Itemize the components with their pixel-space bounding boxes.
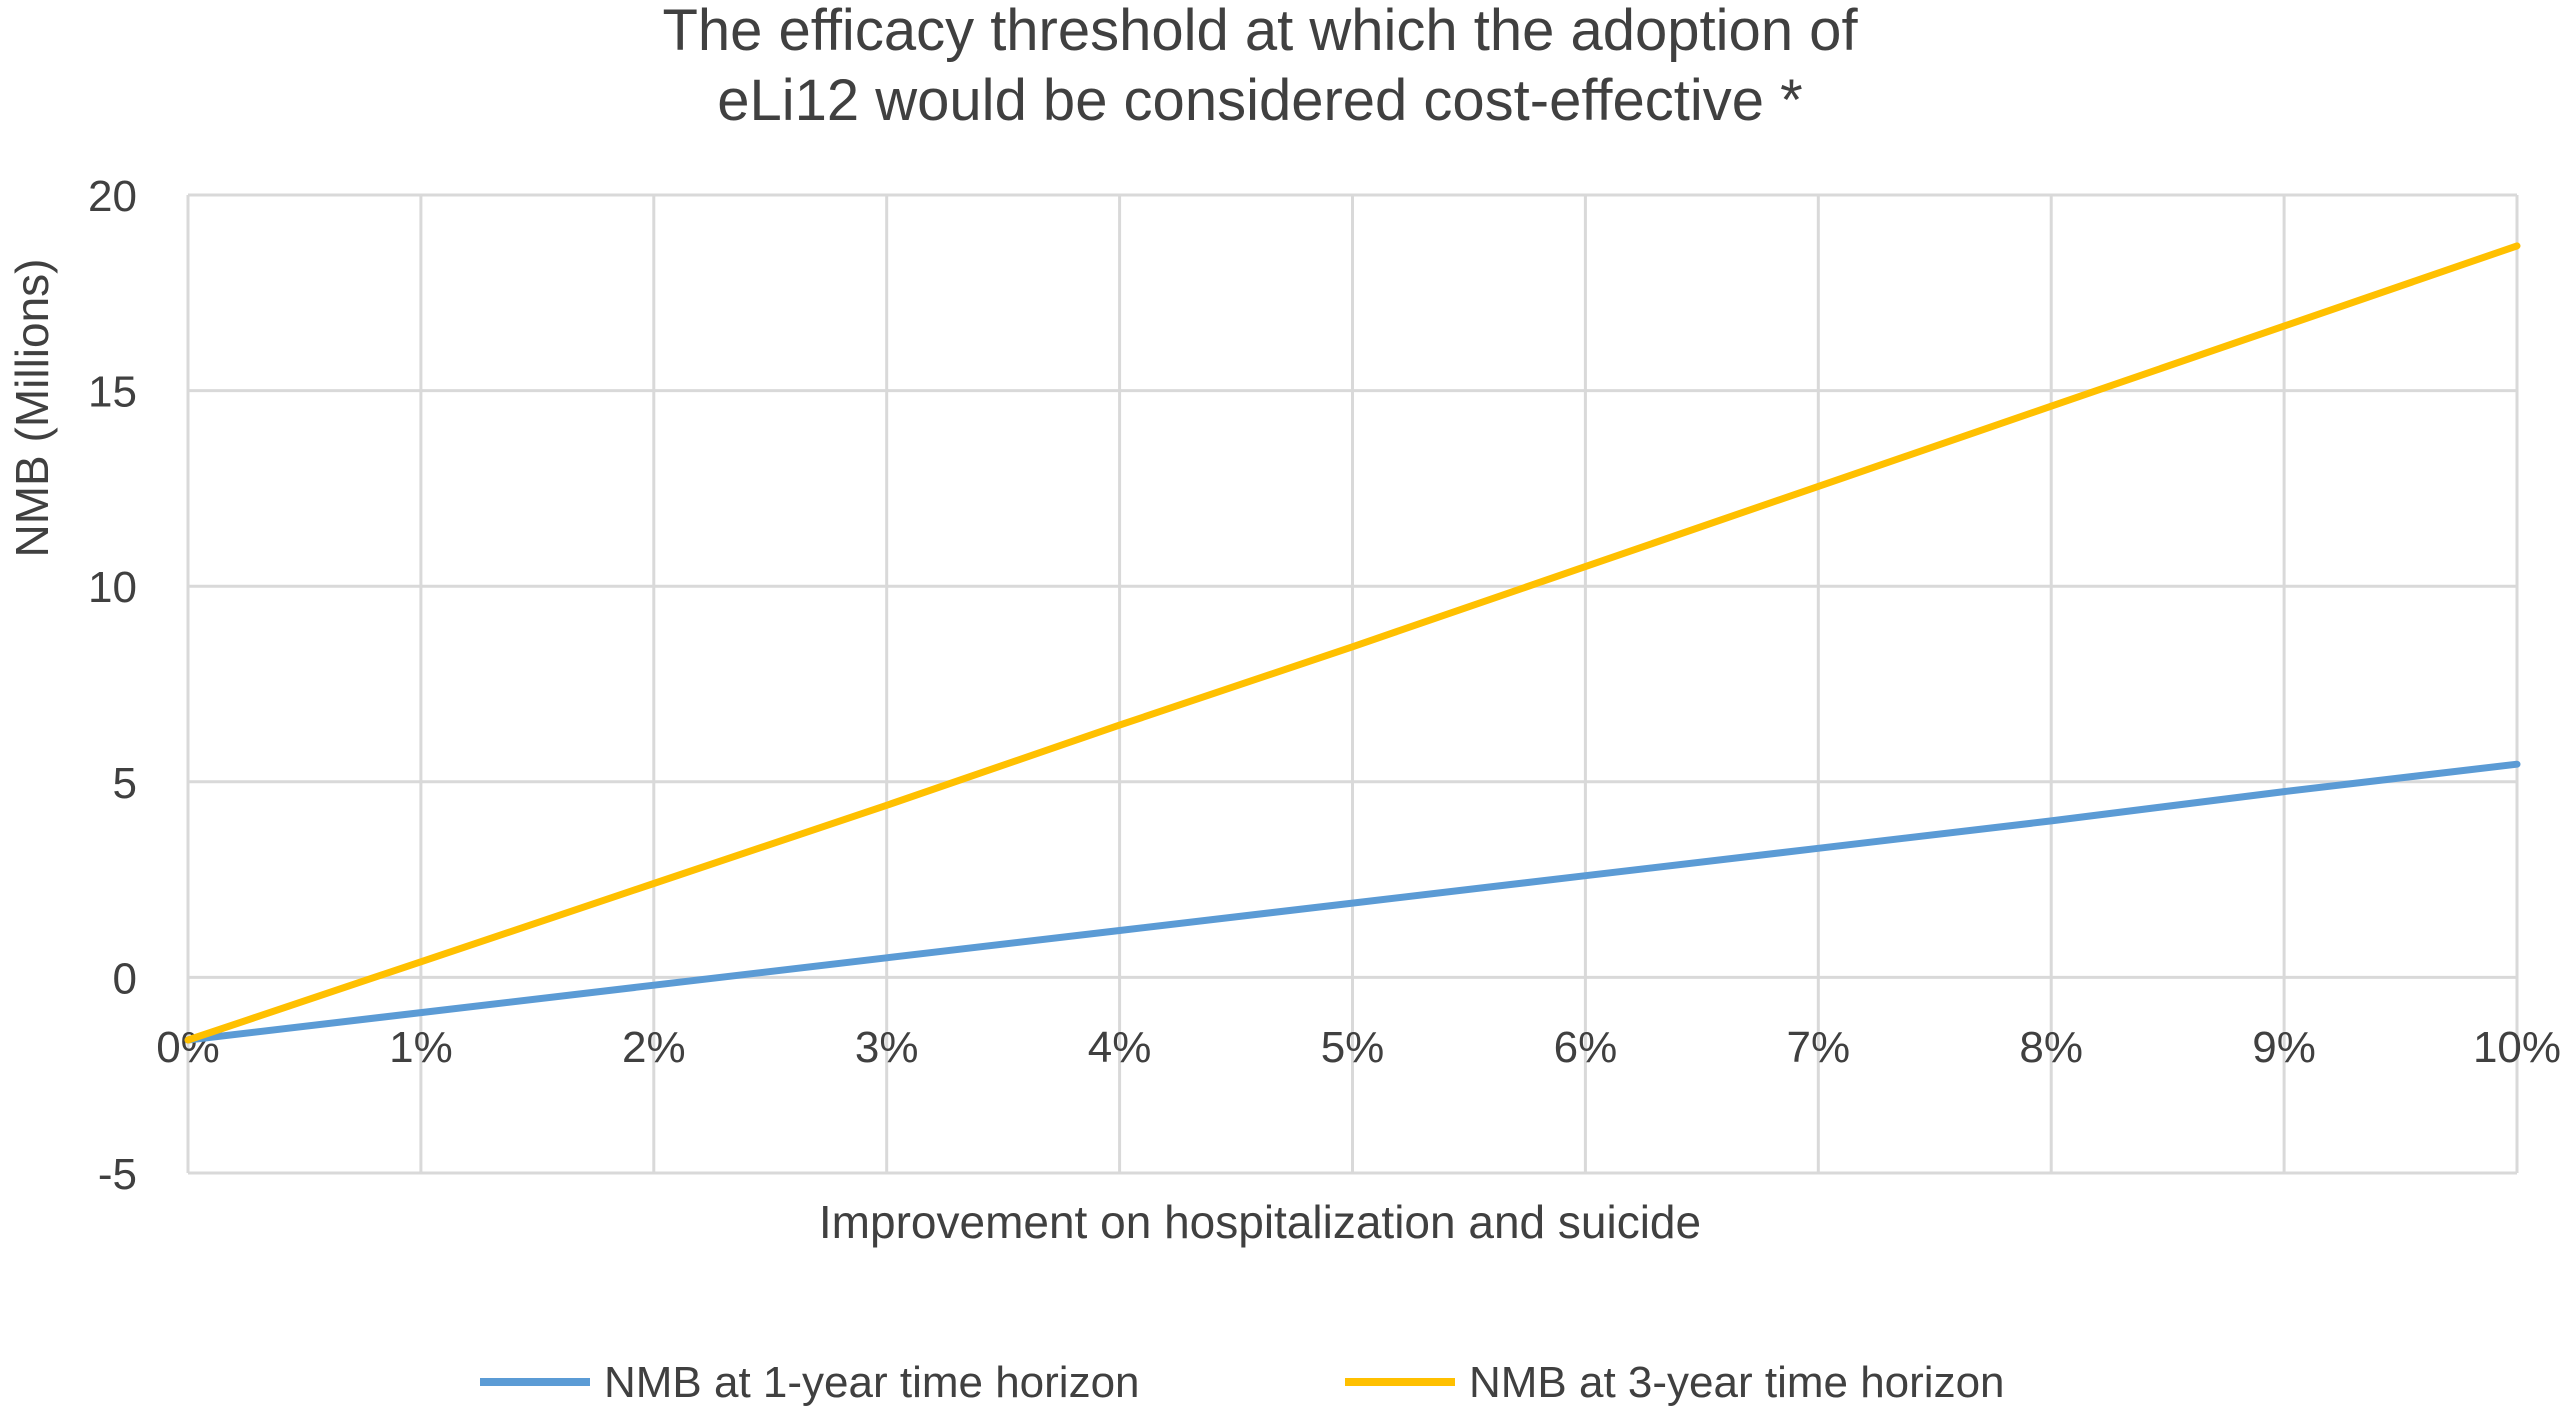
x-tick-label: 4%	[1088, 1023, 1152, 1072]
x-tick-label: 3%	[855, 1023, 919, 1072]
x-axis-label: Improvement on hospitalization and suici…	[819, 1196, 1701, 1248]
y-tick-label: 20	[88, 172, 137, 221]
y-tick-label: 10	[88, 563, 137, 612]
x-axis-ticks: 0% 1% 2% 3% 4% 5% 6% 7% 8% 9% 10%	[156, 1023, 2561, 1072]
x-tick-label: 10%	[2473, 1023, 2561, 1072]
series-lines	[184, 242, 2521, 1044]
x-tick-label: 2%	[622, 1023, 686, 1072]
y-tick-label: 5	[113, 759, 137, 808]
y-tick-label: 0	[113, 954, 137, 1003]
y-axis-label: NMB (Millions)	[6, 259, 58, 558]
chart-title: The efficacy threshold at which the adop…	[662, 0, 1858, 133]
x-tick-label: 9%	[2252, 1023, 2316, 1072]
y-tick-label: 15	[88, 368, 137, 417]
legend-label: NMB at 1-year time horizon	[604, 1358, 1140, 1407]
y-axis-ticks: -5 0 5 10 15 20	[88, 172, 137, 1199]
legend-item-2: NMB at 3-year time horizon	[1345, 1358, 2005, 1407]
x-tick-label: 7%	[1787, 1023, 1851, 1072]
x-tick-label: 6%	[1554, 1023, 1618, 1072]
legend-label: NMB at 3-year time horizon	[1469, 1358, 2005, 1407]
series-line-2	[184, 242, 2521, 1044]
x-tick-label: 1%	[389, 1023, 453, 1072]
chart-title-line-1: The efficacy threshold at which the adop…	[662, 0, 1858, 63]
series-line-1	[184, 760, 2521, 1044]
chart-title-line-2: eLi12 would be considered cost-effective…	[717, 68, 1803, 133]
legend-item-1: NMB at 1-year time horizon	[480, 1358, 1140, 1407]
y-tick-label: -5	[98, 1150, 137, 1199]
legend: NMB at 1-year time horizon NMB at 3-year …	[480, 1358, 2005, 1407]
x-tick-label: 5%	[1321, 1023, 1385, 1072]
x-tick-label: 8%	[2019, 1023, 2083, 1072]
grid-lines	[186, 193, 2519, 1175]
